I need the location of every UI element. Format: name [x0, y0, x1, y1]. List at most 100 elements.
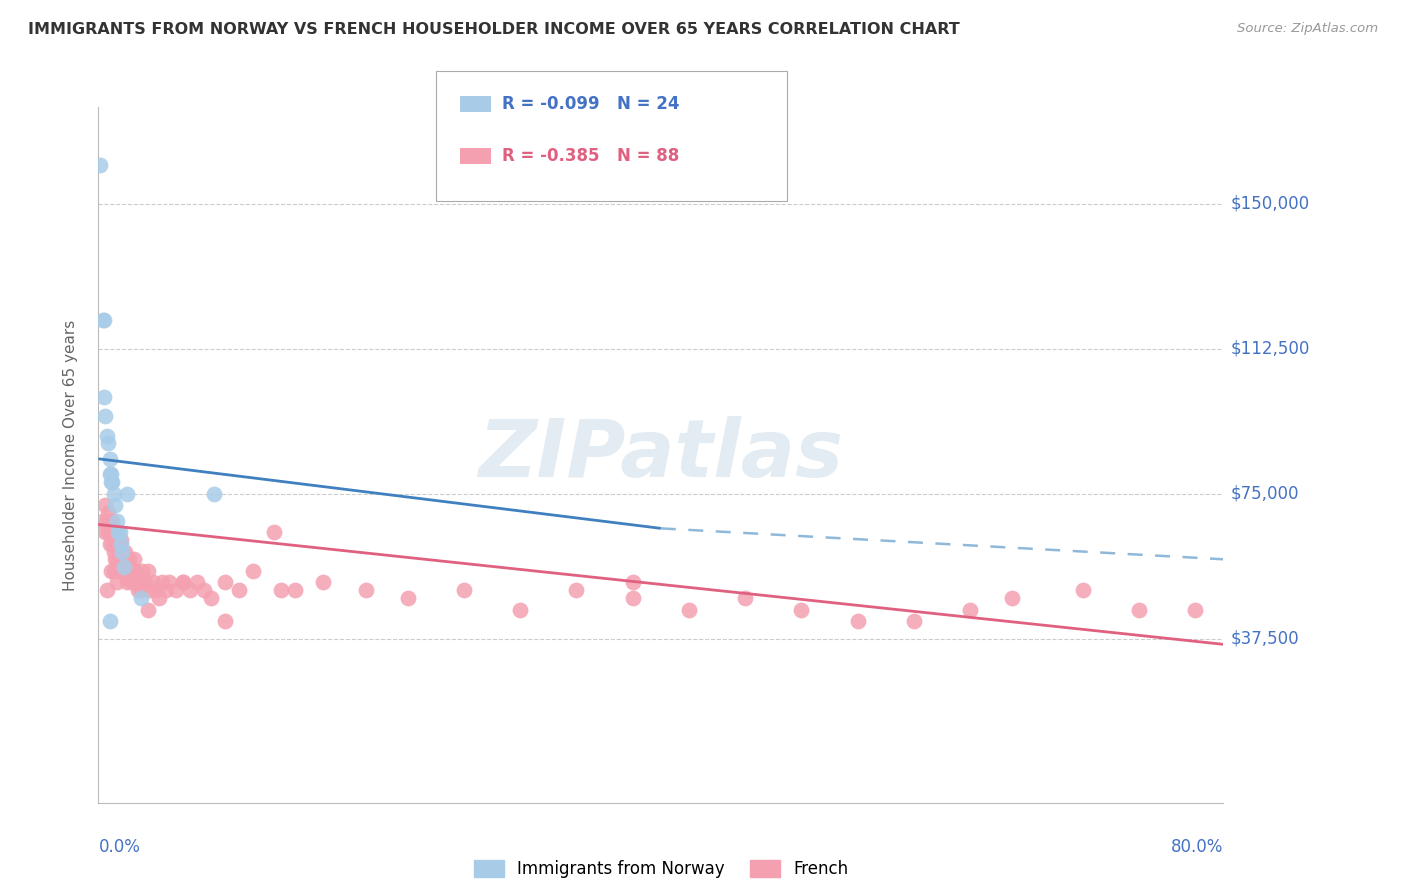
Point: [179, 583, 201, 598]
Point: [148, 591, 170, 605]
Point: [790, 602, 813, 616]
Point: [172, 575, 194, 590]
Point: [112, 560, 135, 574]
Point: [104, 552, 127, 566]
Point: [93, 312, 115, 326]
Point: [214, 614, 236, 628]
Point: [93, 390, 115, 404]
Text: N = 24: N = 24: [617, 95, 679, 113]
Point: [100, 525, 122, 540]
Point: [1128, 602, 1150, 616]
Point: [96, 583, 118, 598]
Text: IMMIGRANTS FROM NORWAY VS FRENCH HOUSEHOLDER INCOME OVER 65 YEARS CORRELATION CH: IMMIGRANTS FROM NORWAY VS FRENCH HOUSEHO…: [28, 22, 960, 37]
Point: [131, 564, 153, 578]
Point: [114, 544, 136, 558]
Text: 0.0%: 0.0%: [98, 838, 141, 856]
Point: [107, 544, 129, 558]
Point: [105, 514, 128, 528]
Point: [118, 572, 141, 586]
Point: [155, 583, 177, 598]
Text: Source: ZipAtlas.com: Source: ZipAtlas.com: [1237, 22, 1378, 36]
Point: [903, 614, 925, 628]
Point: [101, 475, 124, 489]
Point: [157, 575, 180, 590]
Point: [118, 552, 141, 566]
Text: $112,500: $112,500: [1230, 340, 1309, 358]
Point: [107, 525, 129, 540]
Point: [115, 486, 138, 500]
Point: [97, 506, 120, 520]
Point: [165, 583, 187, 598]
Point: [150, 575, 173, 590]
Point: [96, 514, 118, 528]
Text: ZIPatlas: ZIPatlas: [478, 416, 844, 494]
Point: [105, 537, 128, 551]
Point: [117, 560, 139, 574]
Point: [103, 486, 125, 500]
Point: [111, 564, 134, 578]
Point: [565, 583, 588, 598]
Point: [124, 564, 146, 578]
Point: [100, 564, 122, 578]
Point: [214, 575, 236, 590]
Point: [96, 428, 118, 442]
Point: [120, 564, 142, 578]
Point: [846, 614, 869, 628]
Point: [94, 525, 117, 540]
Point: [1184, 602, 1206, 616]
Point: [94, 498, 117, 512]
Point: [115, 552, 138, 566]
Point: [103, 544, 125, 558]
Point: [91, 312, 114, 326]
Point: [98, 514, 121, 528]
Point: [354, 583, 377, 598]
Point: [284, 583, 307, 598]
Point: [142, 575, 165, 590]
Point: [172, 575, 194, 590]
Point: [145, 583, 167, 598]
Point: [105, 556, 128, 570]
Text: 80.0%: 80.0%: [1171, 838, 1223, 856]
Point: [111, 544, 134, 558]
Text: $37,500: $37,500: [1230, 630, 1299, 648]
Point: [678, 602, 700, 616]
Point: [101, 514, 124, 528]
Point: [263, 525, 285, 540]
Point: [108, 525, 131, 540]
Point: [136, 602, 159, 616]
Point: [98, 614, 121, 628]
Point: [97, 525, 120, 540]
Point: [110, 537, 132, 551]
Text: N = 88: N = 88: [617, 147, 679, 165]
Point: [110, 556, 132, 570]
Point: [312, 575, 335, 590]
Point: [98, 451, 121, 466]
Legend: Immigrants from Norway, French: Immigrants from Norway, French: [467, 854, 855, 885]
Point: [621, 591, 644, 605]
Text: $75,000: $75,000: [1230, 484, 1299, 502]
Point: [101, 537, 124, 551]
Point: [200, 591, 222, 605]
Point: [89, 158, 111, 172]
Text: R = -0.385: R = -0.385: [502, 147, 599, 165]
Point: [98, 537, 121, 551]
Point: [115, 575, 138, 590]
Point: [98, 467, 121, 482]
Point: [100, 475, 122, 489]
Point: [129, 591, 152, 605]
Point: [242, 564, 264, 578]
Point: [186, 575, 208, 590]
Point: [91, 514, 114, 528]
Y-axis label: Householder Income Over 65 years: Householder Income Over 65 years: [63, 319, 77, 591]
Point: [959, 602, 981, 616]
Point: [114, 564, 136, 578]
Point: [97, 436, 120, 450]
Point: [111, 544, 134, 558]
Point: [110, 533, 132, 547]
Point: [103, 564, 125, 578]
Point: [228, 583, 250, 598]
Point: [94, 409, 117, 424]
Point: [100, 467, 122, 482]
Point: [129, 583, 152, 598]
Point: [1001, 591, 1024, 605]
